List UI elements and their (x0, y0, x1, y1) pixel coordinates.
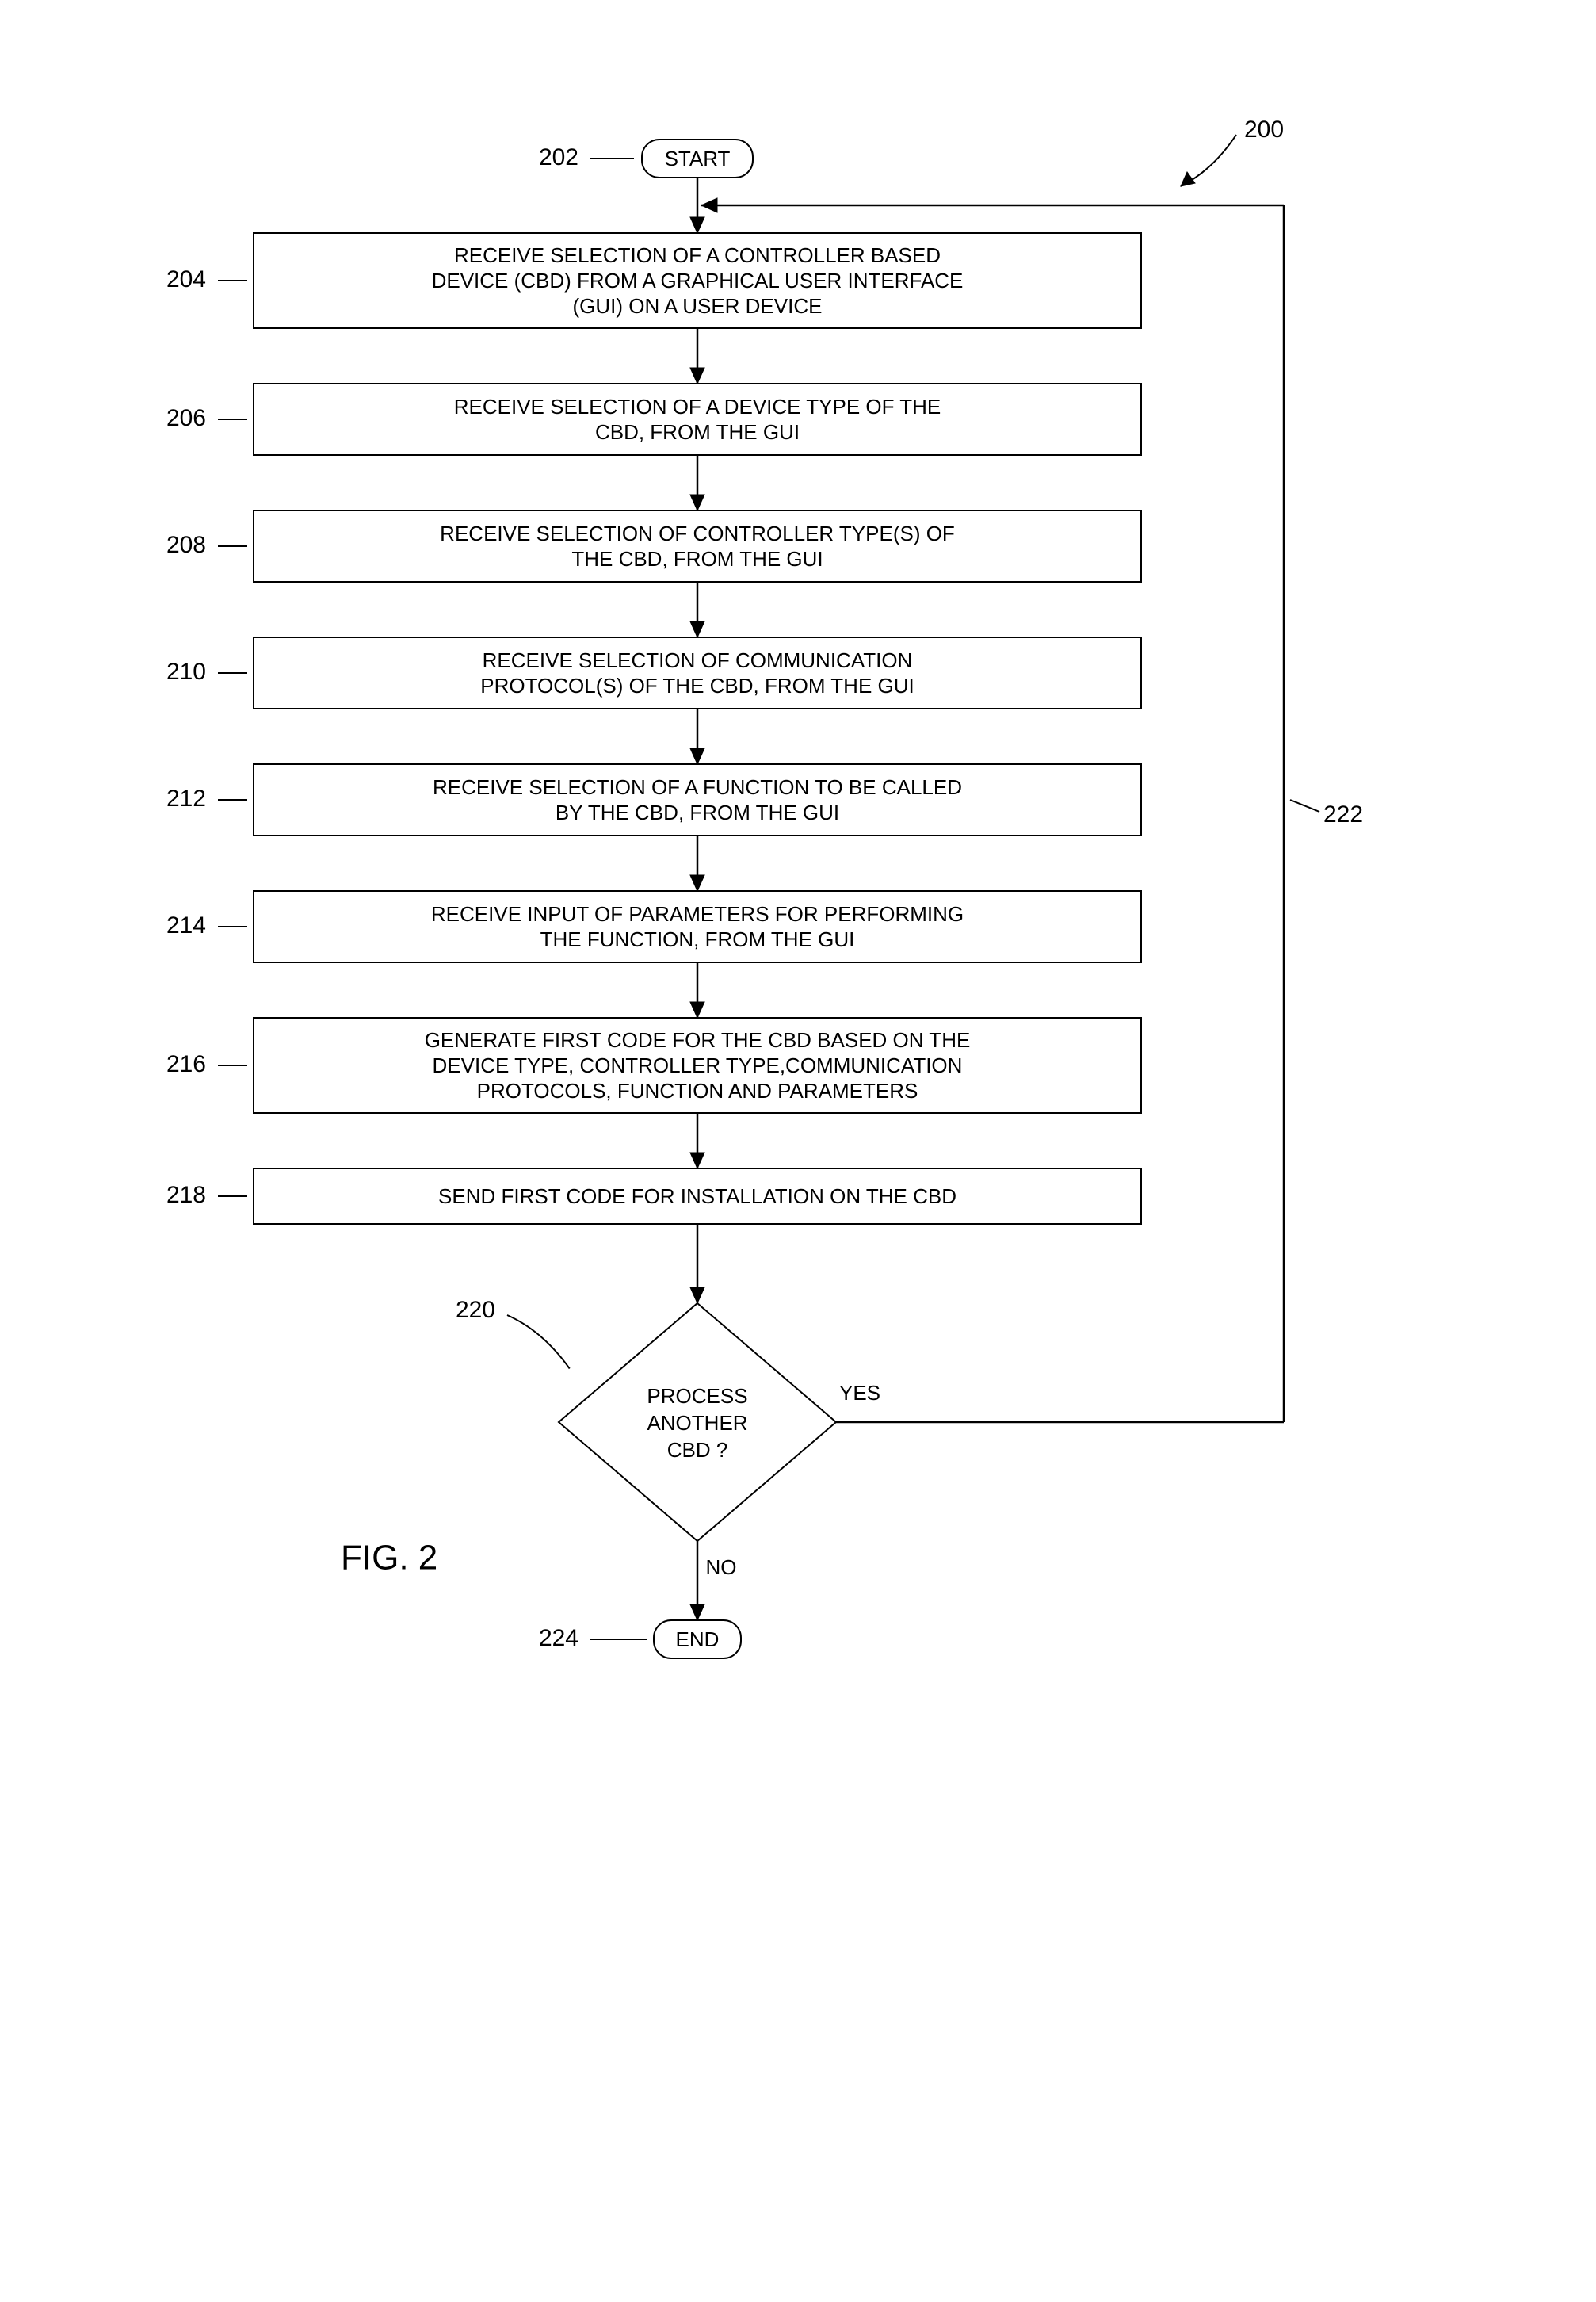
svg-text:FIG. 2: FIG. 2 (341, 1539, 437, 1577)
svg-text:PROCESS: PROCESS (647, 1384, 747, 1408)
svg-text:PROTOCOL(S) OF THE CBD, FROM T: PROTOCOL(S) OF THE CBD, FROM THE GUI (480, 674, 914, 698)
svg-text:210: 210 (166, 659, 206, 685)
svg-text:214: 214 (166, 912, 206, 939)
svg-text:208: 208 (166, 532, 206, 558)
svg-text:RECEIVE SELECTION OF CONTROLLE: RECEIVE SELECTION OF CONTROLLER TYPE(S) … (440, 522, 955, 545)
svg-text:RECEIVE SELECTION OF A CONTROL: RECEIVE SELECTION OF A CONTROLLER BASED (454, 243, 941, 267)
svg-text:220: 220 (456, 1297, 495, 1323)
svg-text:216: 216 (166, 1051, 206, 1077)
svg-text:ANOTHER: ANOTHER (647, 1411, 747, 1435)
svg-text:CBD ?: CBD ? (667, 1438, 728, 1462)
svg-text:PROTOCOLS, FUNCTION AND PARAME: PROTOCOLS, FUNCTION AND PARAMETERS (477, 1079, 918, 1103)
svg-text:SEND FIRST CODE FOR INSTALLATI: SEND FIRST CODE FOR INSTALLATION ON THE … (438, 1184, 956, 1208)
svg-text:GENERATE FIRST CODE FOR THE CB: GENERATE FIRST CODE FOR THE CBD BASED ON… (425, 1028, 971, 1052)
svg-text:BY THE CBD, FROM THE GUI: BY THE CBD, FROM THE GUI (556, 801, 839, 824)
svg-text:204: 204 (166, 266, 206, 293)
svg-text:CBD, FROM THE GUI: CBD, FROM THE GUI (595, 420, 800, 444)
svg-text:200: 200 (1244, 117, 1284, 143)
svg-text:DEVICE TYPE, CONTROLLER TYPE,C: DEVICE TYPE, CONTROLLER TYPE,COMMUNICATI… (433, 1053, 963, 1077)
svg-text:212: 212 (166, 786, 206, 812)
flowchart-figure: 200 START 202 RECEIVE SELECTION OF A CONTRO… (0, 0, 1596, 2302)
svg-text:RECEIVE SELECTION OF A FUNCTIO: RECEIVE SELECTION OF A FUNCTION TO BE CA… (433, 775, 962, 799)
svg-text:START: START (665, 147, 731, 170)
svg-text:202: 202 (539, 144, 578, 170)
svg-text:THE FUNCTION, FROM THE GUI: THE FUNCTION, FROM THE GUI (540, 927, 855, 951)
svg-text:DEVICE (CBD) FROM A GRAPHICAL: DEVICE (CBD) FROM A GRAPHICAL USER INTER… (432, 269, 964, 293)
svg-text:THE CBD, FROM THE GUI: THE CBD, FROM THE GUI (571, 547, 823, 571)
svg-text:(GUI) ON A USER DEVICE: (GUI) ON A USER DEVICE (573, 294, 823, 318)
svg-text:218: 218 (166, 1182, 206, 1208)
svg-text:END: END (676, 1627, 720, 1651)
svg-text:RECEIVE INPUT OF PARAMETERS FO: RECEIVE INPUT OF PARAMETERS FOR PERFORMI… (431, 902, 964, 926)
svg-text:224: 224 (539, 1625, 578, 1651)
svg-text:206: 206 (166, 405, 206, 431)
svg-text:RECEIVE SELECTION OF COMMUNICA: RECEIVE SELECTION OF COMMUNICATION (483, 648, 913, 672)
svg-text:NO: NO (706, 1555, 737, 1579)
svg-text:YES: YES (839, 1381, 880, 1405)
svg-text:RECEIVE SELECTION OF A DEVICE: RECEIVE SELECTION OF A DEVICE TYPE OF TH… (454, 395, 941, 419)
svg-text:222: 222 (1323, 801, 1363, 828)
